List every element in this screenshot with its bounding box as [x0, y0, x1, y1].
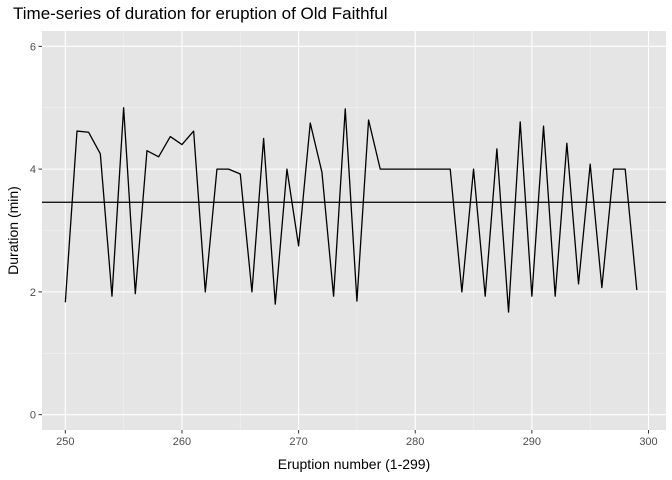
y-tick-label: 4	[30, 164, 36, 176]
x-tick-label: 280	[406, 436, 424, 448]
x-axis-title: Eruption number (1-299)	[278, 456, 431, 472]
y-tick-labels: 0 2 4 6	[30, 41, 36, 421]
x-tick-label: 260	[173, 436, 191, 448]
grid-minor	[42, 31, 666, 430]
x-tick-label: 270	[289, 436, 307, 448]
axis-ticks	[38, 45, 650, 434]
series-layer	[64, 107, 638, 313]
y-tick-label: 0	[30, 410, 36, 422]
y-axis-title: Duration (min)	[5, 186, 21, 275]
chart-title: Time-series of duration for eruption of …	[13, 4, 388, 23]
x-tick-labels: 250 260 270 280 290 300	[56, 436, 658, 448]
x-tick-label: 290	[523, 436, 541, 448]
y-tick-label: 6	[30, 41, 36, 53]
x-tick-label: 300	[639, 436, 657, 448]
x-tick-label: 250	[56, 436, 74, 448]
series-line	[64, 107, 638, 313]
grid-major	[42, 31, 666, 430]
y-tick-label: 2	[30, 287, 36, 299]
